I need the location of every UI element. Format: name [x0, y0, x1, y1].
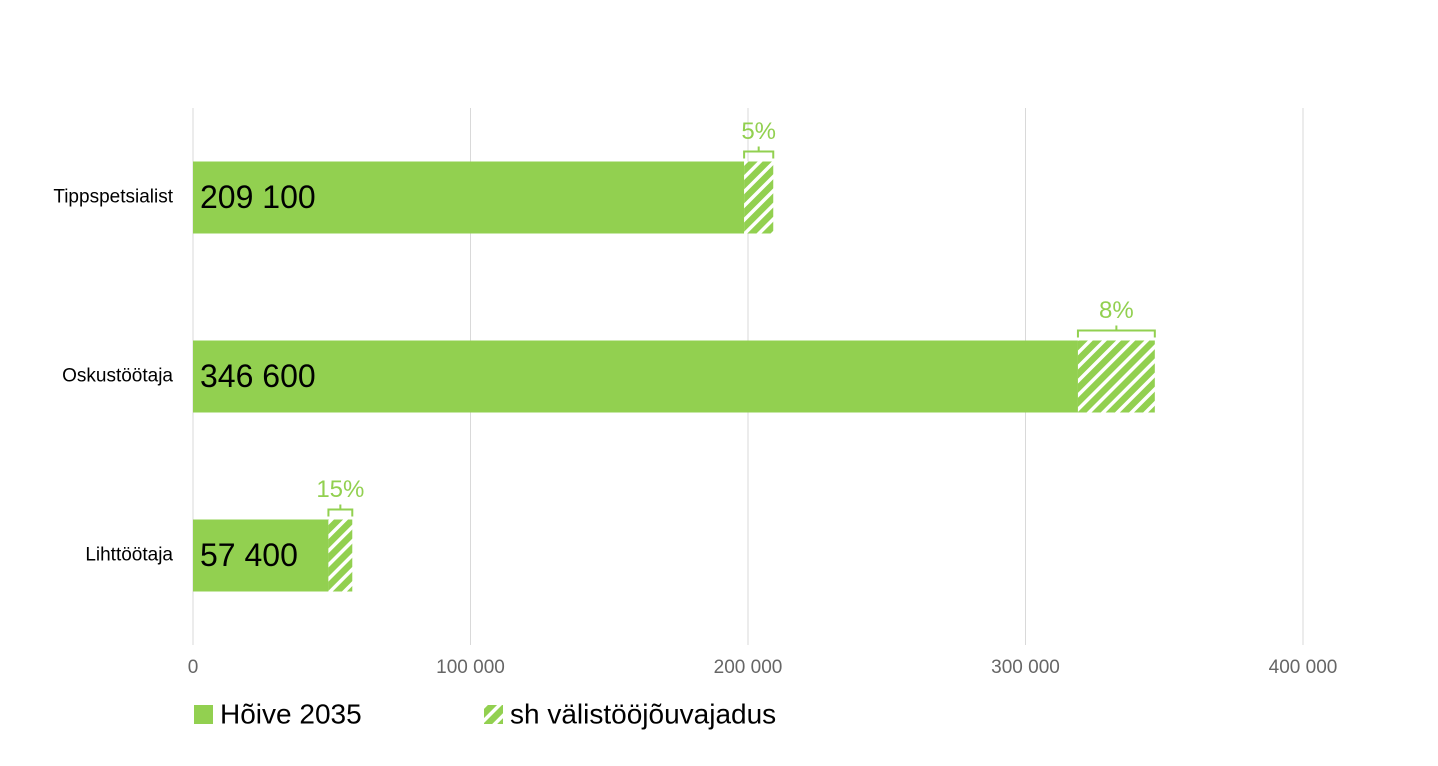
y-tick-label: Tippspetsialist [53, 187, 173, 208]
share-bracket [743, 146, 775, 159]
share-label: 8% [1099, 297, 1134, 324]
y-tick-label: Lihttöötaja [85, 545, 173, 566]
bar-segment [193, 161, 745, 234]
legend-label: Hõive 2035 [220, 698, 362, 729]
total-label: 57 400 [200, 537, 298, 573]
share-label: 5% [741, 118, 776, 145]
x-tick-label: 0 [188, 657, 199, 678]
y-tick-label: Oskustöötaja [62, 366, 173, 387]
total-label: 346 600 [200, 358, 316, 394]
legend-swatch [484, 705, 503, 724]
x-tick-label: 300 000 [991, 657, 1060, 678]
bar-segment [328, 519, 353, 592]
bar-segment [744, 161, 774, 234]
share-bracket [327, 504, 354, 517]
x-tick-label: 400 000 [1269, 657, 1338, 678]
bar-segment [193, 519, 329, 592]
share-bracket [1076, 325, 1156, 338]
share-label: 15% [316, 476, 364, 503]
x-tick-label: 200 000 [714, 657, 783, 678]
legend-label: sh välistööjõuvajadus [510, 698, 776, 729]
x-tick-label: 100 000 [436, 657, 505, 678]
bar-segment [193, 340, 1078, 413]
legend-swatch [194, 705, 213, 724]
bar-segment [1077, 340, 1155, 413]
total-label: 209 100 [200, 179, 316, 215]
